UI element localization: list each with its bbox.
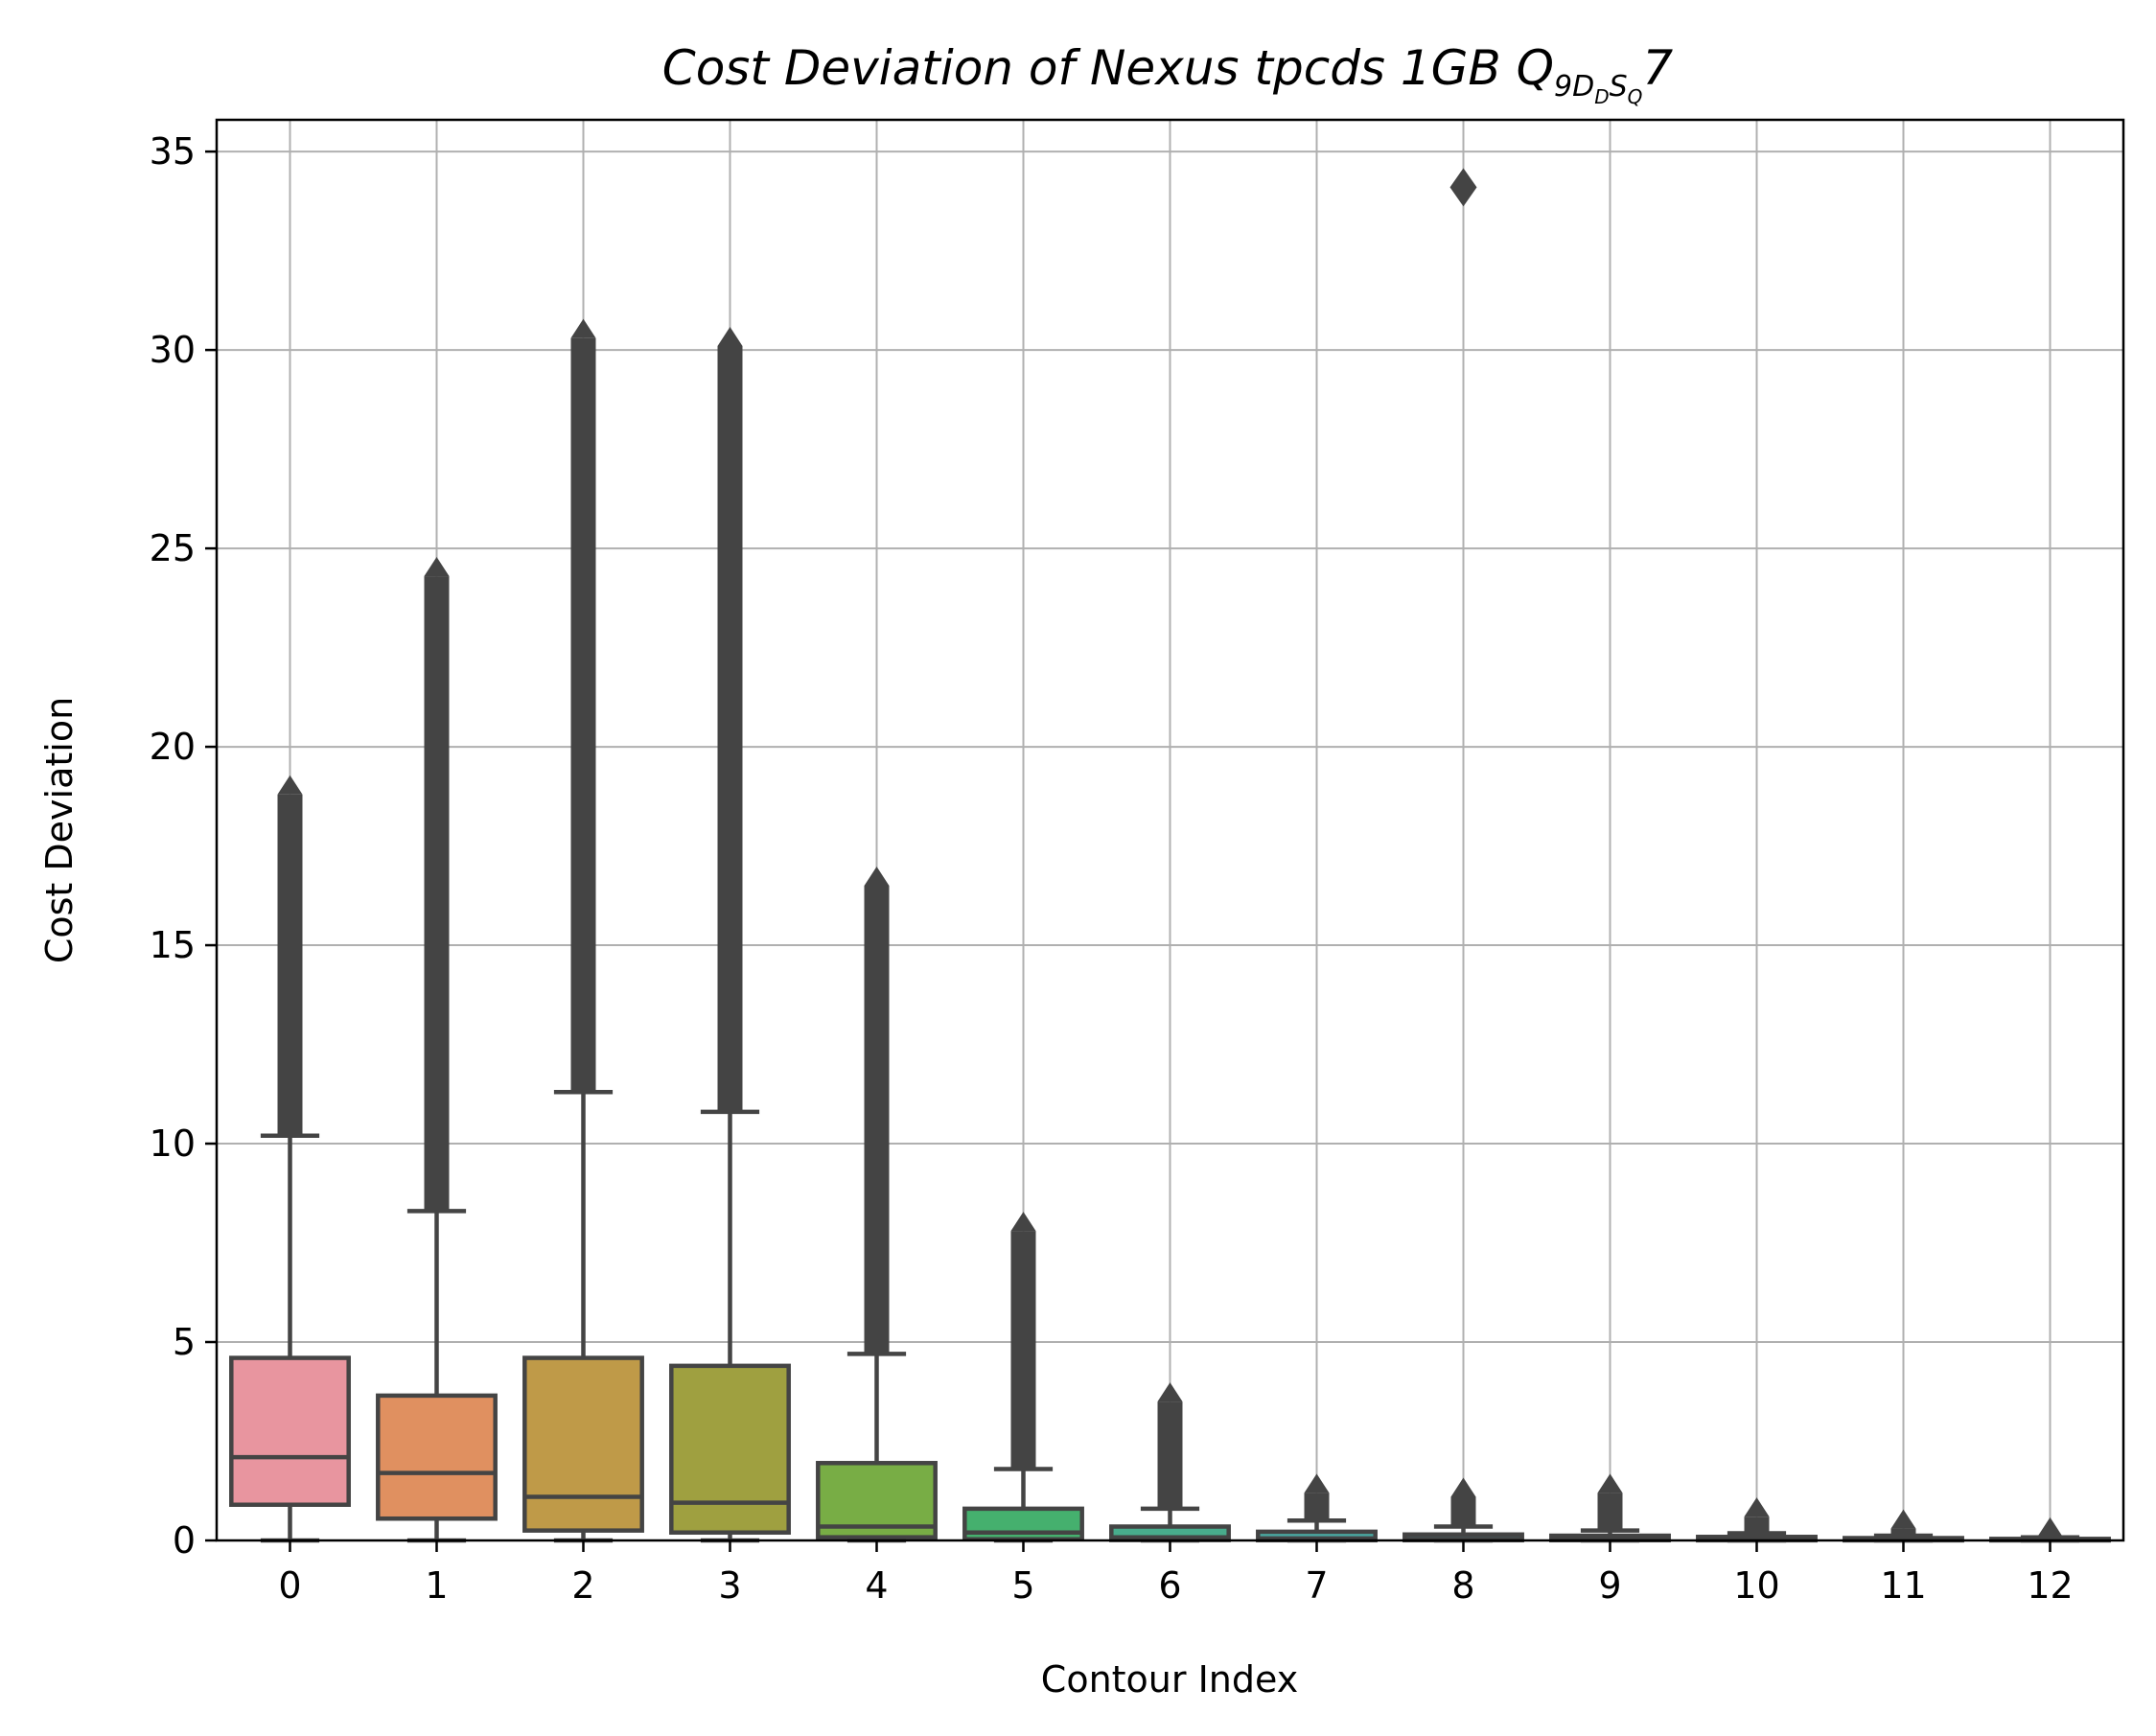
y-axis-ticks: 0 5 10 15 20 25 30 35 [150,130,217,1562]
outlier-band [864,885,890,1354]
outlier-top [424,557,450,577]
iqr-box [376,1393,498,1521]
x-tick-label: 9 [1598,1564,1621,1607]
outlier-band [277,794,303,1136]
y-axis-label: Cost Deviation [38,697,81,963]
outlier-band [1157,1401,1183,1509]
outlier-top [1304,1473,1330,1493]
outlier-top [1010,1212,1036,1232]
x-axis-ticks: 0 1 2 3 4 5 6 7 8 9 10 11 12 [278,1540,2074,1607]
outlier-top [1450,1477,1476,1497]
outlier-top [570,318,596,338]
box-0 [229,775,351,1543]
x-tick-label: 7 [1305,1564,1328,1607]
iqr-box [522,1355,644,1533]
outlier-top [717,326,743,346]
box-series [229,168,2111,1543]
box-5 [962,1212,1084,1543]
box-1 [376,557,498,1543]
outlier-band [717,345,743,1112]
y-tick-label: 15 [150,924,196,966]
outlier-point [1449,168,1477,207]
x-axis-label: Contour Index [1041,1658,1298,1701]
outlier-band [1450,1496,1476,1527]
y-tick-label: 10 [150,1123,196,1165]
x-tick-label: 2 [571,1564,594,1607]
box-2 [522,318,644,1543]
y-tick-label: 25 [150,527,196,569]
x-tick-label: 11 [1880,1564,1926,1607]
x-tick-label: 3 [718,1564,741,1607]
chart-title: Cost Deviation of Nexus tpcds 1GB Q9DDSQ… [662,40,1674,108]
x-tick-label: 5 [1011,1564,1034,1607]
iqr-box [669,1363,791,1535]
outlier-top [2037,1516,2063,1537]
outlier-band [1744,1516,1770,1534]
x-tick-label: 0 [278,1564,301,1607]
outlier-top [277,775,303,795]
box-3 [669,326,791,1543]
outlier-top [1744,1497,1770,1517]
box-4 [816,866,938,1543]
outlier-top [1597,1473,1623,1493]
outlier-top [864,866,890,886]
outlier-band [424,576,450,1212]
y-tick-label: 0 [173,1519,196,1562]
outlier-band [1010,1231,1036,1470]
y-tick-label: 5 [173,1321,196,1363]
x-tick-label: 1 [425,1564,448,1607]
iqr-box [962,1506,1084,1542]
outlier-band [1304,1493,1330,1521]
x-tick-label: 8 [1451,1564,1474,1607]
iqr-box [229,1355,351,1507]
x-tick-label: 6 [1158,1564,1181,1607]
outlier-top [1890,1509,1916,1529]
y-tick-label: 30 [150,329,196,371]
y-tick-label: 35 [150,130,196,173]
x-tick-label: 10 [1733,1564,1779,1607]
outlier-band [570,337,596,1093]
outlier-top [1157,1382,1183,1402]
x-tick-label: 12 [2027,1564,2073,1607]
outlier-band [1597,1493,1623,1531]
x-tick-label: 4 [865,1564,888,1607]
outlier-band [1890,1528,1916,1537]
y-tick-label: 20 [150,726,196,768]
